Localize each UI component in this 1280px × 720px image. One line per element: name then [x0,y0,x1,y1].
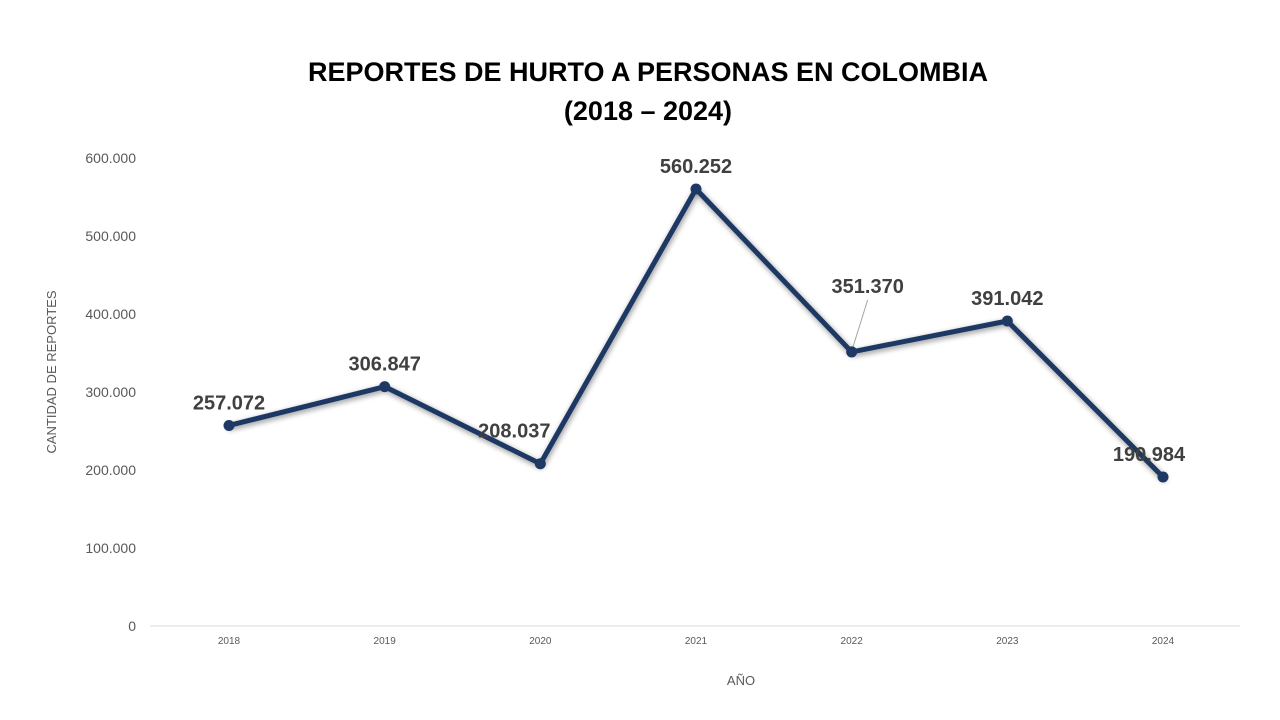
x-tick-label: 2023 [996,636,1019,647]
y-tick-label: 600.000 [85,150,136,166]
data-point [1001,315,1013,327]
y-axis-label: CANTIDAD DE REPORTES [44,290,59,453]
y-tick-label: 400.000 [85,306,136,322]
y-tick-label: 300.000 [85,384,136,400]
x-tick-label: 2021 [685,636,708,647]
chart-title-line-1: REPORTES DE HURTO A PERSONAS EN COLOMBIA [308,57,988,87]
x-tick-label: 2018 [218,636,241,647]
y-tick-label: 500.000 [85,228,136,244]
data-label: 190.984 [1113,444,1186,466]
data-labels: 257.072 306.847 208.037 560.252 351.370 391.0… [193,156,1186,466]
data-label: 257.072 [193,392,265,414]
data-label: 208.037 [478,421,550,443]
data-point [846,346,858,358]
data-point [223,419,235,431]
data-point [534,458,546,470]
x-tick-label: 2019 [374,636,397,647]
data-label-leader-line [852,299,869,349]
x-tick-label: 2024 [1152,636,1175,647]
y-axis-tick-labels: 0 100.000 200.000 300.000 400.000 500.000 600.… [85,150,136,634]
chart-title-line-2: (2018 – 2024) [564,96,732,126]
y-tick-label: 200.000 [85,462,136,478]
data-points [223,183,1169,483]
data-point [690,183,702,195]
data-label: 351.370 [832,276,904,298]
data-label: 391.042 [971,288,1043,310]
x-tick-label: 2022 [841,636,864,647]
series-line [226,186,1166,480]
x-axis-label: AÑO [727,673,755,688]
x-axis-tick-labels: 2018 2019 2020 2021 2022 2023 2024 [218,636,1175,647]
y-tick-label: 0 [128,618,136,634]
x-tick-label: 2020 [529,636,552,647]
data-point [379,381,391,393]
data-label: 306.847 [349,354,421,376]
data-label: 560.252 [660,156,732,178]
y-tick-label: 100.000 [85,540,136,556]
data-point [1157,471,1169,483]
